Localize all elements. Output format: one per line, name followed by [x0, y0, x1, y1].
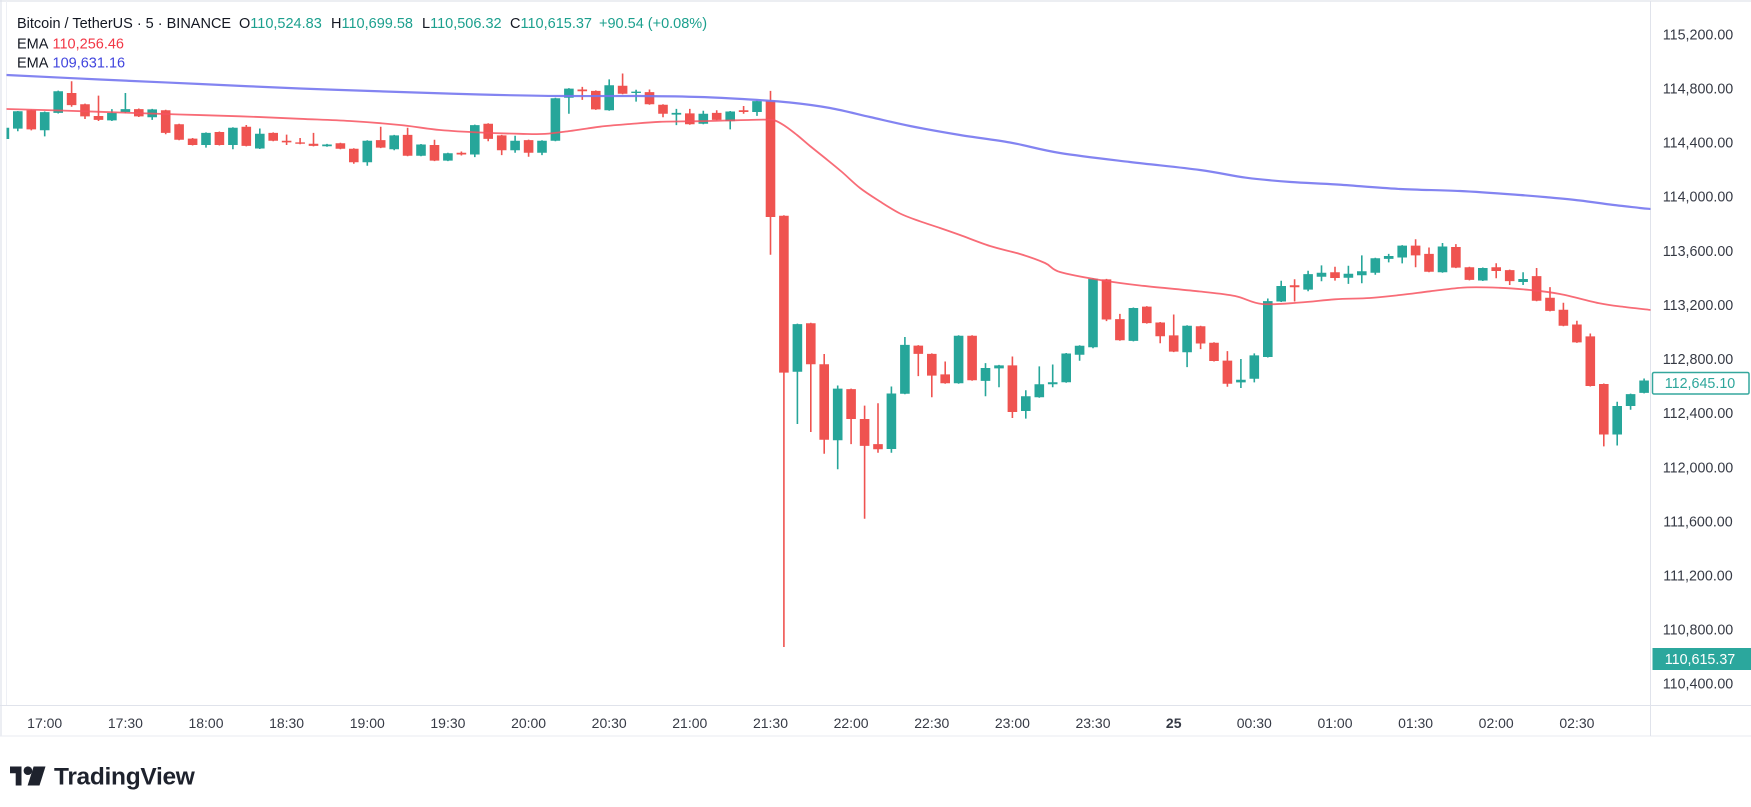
- svg-text:114,000.00: 114,000.00: [1663, 190, 1734, 206]
- svg-text:Bitcoin / TetherUS · 5 · BINAN: Bitcoin / TetherUS · 5 · BINANCE: [17, 16, 231, 32]
- svg-text:112,800.00: 112,800.00: [1663, 352, 1734, 368]
- svg-text:112,000.00: 112,000.00: [1663, 460, 1734, 476]
- svg-text:23:30: 23:30: [1075, 715, 1110, 731]
- svg-text:+90.54 (+0.08%): +90.54 (+0.08%): [599, 16, 707, 32]
- svg-text:113,200.00: 113,200.00: [1663, 298, 1734, 314]
- svg-text:01:00: 01:00: [1317, 715, 1352, 731]
- svg-text:115,200.00: 115,200.00: [1663, 27, 1734, 43]
- svg-text:17:30: 17:30: [108, 715, 143, 731]
- svg-text:17:00: 17:00: [27, 715, 62, 731]
- svg-text:113,600.00: 113,600.00: [1663, 244, 1734, 260]
- svg-text:110,256.46: 110,256.46: [53, 36, 125, 52]
- svg-text:114,800.00: 114,800.00: [1663, 82, 1734, 98]
- svg-text:02:30: 02:30: [1559, 715, 1594, 731]
- svg-text:25: 25: [1166, 715, 1182, 731]
- svg-text:111,600.00: 111,600.00: [1663, 514, 1732, 530]
- svg-text:EMA: EMA: [17, 56, 49, 72]
- svg-text:20:30: 20:30: [592, 715, 627, 731]
- svg-text:21:30: 21:30: [753, 715, 788, 731]
- svg-text:114,400.00: 114,400.00: [1663, 136, 1734, 152]
- svg-text:22:30: 22:30: [914, 715, 949, 731]
- svg-text:112,400.00: 112,400.00: [1663, 406, 1734, 422]
- svg-text:110,615.37: 110,615.37: [1665, 652, 1736, 668]
- svg-text:109,631.16: 109,631.16: [53, 56, 126, 72]
- svg-text:H110,699.58: H110,699.58: [331, 16, 413, 32]
- svg-text:19:30: 19:30: [430, 715, 465, 731]
- svg-text:110,400.00: 110,400.00: [1663, 677, 1734, 693]
- svg-text:EMA: EMA: [17, 36, 49, 52]
- svg-text:01:30: 01:30: [1398, 715, 1433, 731]
- svg-text:C110,615.37: C110,615.37: [510, 16, 592, 32]
- svg-text:TradingView: TradingView: [54, 764, 196, 791]
- svg-text:19:00: 19:00: [350, 715, 385, 731]
- svg-text:18:00: 18:00: [188, 715, 223, 731]
- svg-text:110,800.00: 110,800.00: [1663, 623, 1734, 639]
- svg-text:O110,524.83: O110,524.83: [239, 16, 322, 32]
- svg-text:20:00: 20:00: [511, 715, 546, 731]
- svg-text:00:30: 00:30: [1237, 715, 1272, 731]
- svg-text:02:00: 02:00: [1479, 715, 1514, 731]
- svg-text:22:00: 22:00: [834, 715, 869, 731]
- svg-text:18:30: 18:30: [269, 715, 304, 731]
- svg-text:L110,506.32: L110,506.32: [422, 16, 502, 32]
- svg-text:21:00: 21:00: [672, 715, 707, 731]
- svg-text:111,200.00: 111,200.00: [1663, 569, 1732, 585]
- svg-text:23:00: 23:00: [995, 715, 1030, 731]
- svg-text:112,645.10: 112,645.10: [1665, 376, 1736, 392]
